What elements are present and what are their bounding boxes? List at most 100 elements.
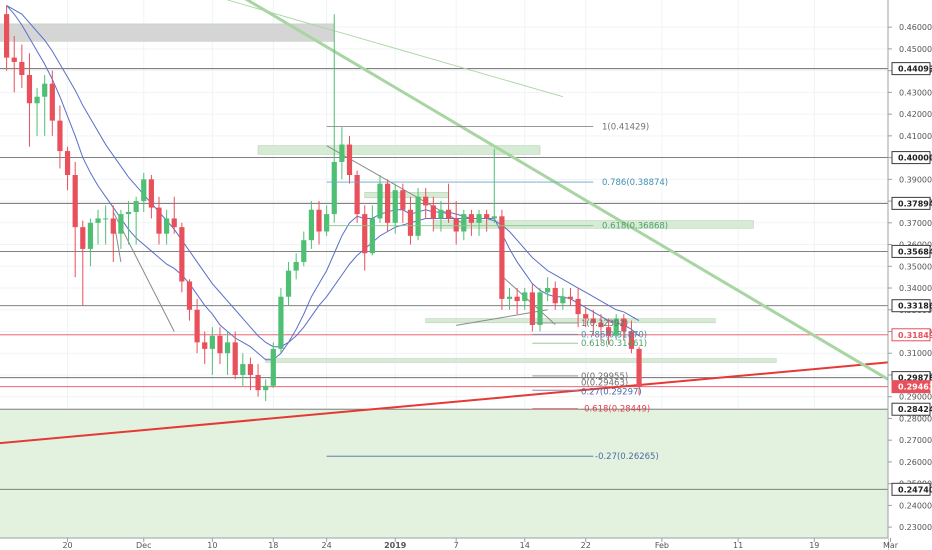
candle-body[interactable] (461, 214, 467, 232)
price-level-tag[interactable] (891, 482, 931, 496)
candle-body[interactable] (125, 211, 132, 215)
candle-body[interactable] (362, 214, 368, 254)
drawing-zone[interactable] (265, 358, 777, 363)
candle-body[interactable] (133, 201, 139, 212)
drawing-zone[interactable] (364, 192, 449, 199)
candle-body[interactable] (186, 281, 193, 310)
candle-body[interactable] (57, 120, 63, 152)
candle-body[interactable] (171, 218, 177, 228)
price-level-tag[interactable] (891, 62, 931, 76)
candle-body[interactable] (95, 218, 101, 223)
candle-body[interactable] (514, 296, 520, 302)
candle-body[interactable] (217, 335, 223, 354)
candle-body[interactable] (232, 342, 238, 375)
candle-body[interactable] (636, 348, 642, 387)
candle-body[interactable] (484, 214, 490, 219)
candle-body[interactable] (491, 216, 497, 219)
candle-body[interactable] (438, 209, 444, 219)
candle-body[interactable] (64, 151, 71, 175)
candle-body[interactable] (87, 222, 94, 249)
price-level-tag[interactable] (891, 380, 931, 394)
candle-body[interactable] (270, 348, 276, 386)
candle-body[interactable] (301, 240, 307, 262)
candle-body[interactable] (49, 83, 55, 121)
candle-body[interactable] (110, 218, 116, 234)
candle-body[interactable] (339, 144, 345, 162)
price-axis-panel[interactable] (888, 0, 932, 550)
candle-body[interactable] (522, 292, 528, 302)
candle-body[interactable] (278, 296, 284, 349)
time-axis-panel[interactable] (0, 538, 888, 550)
candle-body[interactable] (308, 209, 314, 241)
candle-body[interactable] (316, 209, 322, 232)
candle-body[interactable] (628, 331, 635, 349)
candle-body[interactable] (141, 179, 147, 202)
price-level-tag[interactable] (891, 328, 931, 342)
candle-body[interactable] (468, 214, 475, 223)
candle-body[interactable] (590, 318, 596, 323)
price-level-tag[interactable] (891, 196, 931, 210)
candle-body[interactable] (263, 385, 269, 391)
candle-body[interactable] (118, 214, 124, 234)
candle-body[interactable] (415, 196, 421, 236)
candle-body[interactable] (148, 179, 154, 208)
candle-body[interactable] (621, 318, 627, 332)
candle-body[interactable] (560, 296, 566, 304)
candle-body[interactable] (552, 288, 558, 304)
candle-body[interactable] (293, 261, 299, 271)
candle-body[interactable] (19, 61, 25, 75)
candle-body[interactable] (567, 296, 574, 299)
candle-body[interactable] (324, 214, 330, 232)
candle-body[interactable] (613, 318, 619, 336)
candle-body[interactable] (247, 364, 254, 375)
drawing-zone[interactable] (0, 23, 335, 42)
candle-body[interactable] (537, 292, 543, 325)
candle-body[interactable] (430, 205, 436, 219)
candle-body[interactable] (255, 374, 261, 391)
candle-body[interactable] (598, 322, 604, 328)
candle-body[interactable] (164, 218, 170, 234)
candle-body[interactable] (506, 296, 513, 299)
candle-body[interactable] (103, 218, 109, 220)
candle-body[interactable] (407, 209, 414, 236)
candle-body[interactable] (209, 335, 215, 349)
candle-body[interactable] (194, 309, 200, 343)
candle-body[interactable] (42, 83, 48, 97)
candle-body[interactable] (34, 96, 40, 104)
candle-body[interactable] (72, 174, 78, 228)
red-trendline[interactable] (0, 361, 889, 445)
candle-body[interactable] (423, 196, 429, 206)
candle-body[interactable] (240, 364, 246, 375)
candle-body[interactable] (156, 207, 162, 234)
candle-body[interactable] (453, 218, 459, 232)
candle-body[interactable] (499, 216, 505, 299)
candle-body[interactable] (545, 288, 551, 293)
price-level-tag[interactable] (891, 151, 931, 165)
candle-body[interactable] (377, 183, 383, 219)
candle-body[interactable] (202, 342, 208, 349)
price-level-tag[interactable] (891, 402, 931, 416)
gray-trendline[interactable] (501, 275, 556, 325)
candle-body[interactable] (179, 227, 185, 282)
candle-body[interactable] (476, 214, 482, 223)
candle-body[interactable] (80, 227, 86, 249)
candle-body[interactable] (285, 270, 292, 297)
candle-body[interactable] (369, 218, 375, 254)
candle-body[interactable] (224, 342, 231, 354)
green-trendline[interactable] (220, 0, 889, 381)
candle-body[interactable] (11, 57, 17, 62)
candle-body[interactable] (445, 209, 452, 219)
candle-body[interactable] (354, 174, 360, 215)
candle-body[interactable] (529, 292, 535, 325)
candle-body[interactable] (331, 161, 337, 215)
price-level-tag[interactable] (891, 299, 931, 313)
price-level-tag[interactable] (891, 244, 931, 258)
candle-body[interactable] (400, 190, 406, 210)
drawing-zone[interactable] (425, 318, 716, 324)
candle-body[interactable] (392, 190, 398, 223)
candle-body[interactable] (583, 314, 589, 319)
candle-body[interactable] (385, 183, 391, 223)
candle-body[interactable] (4, 14, 10, 58)
candle-body[interactable] (575, 298, 581, 315)
